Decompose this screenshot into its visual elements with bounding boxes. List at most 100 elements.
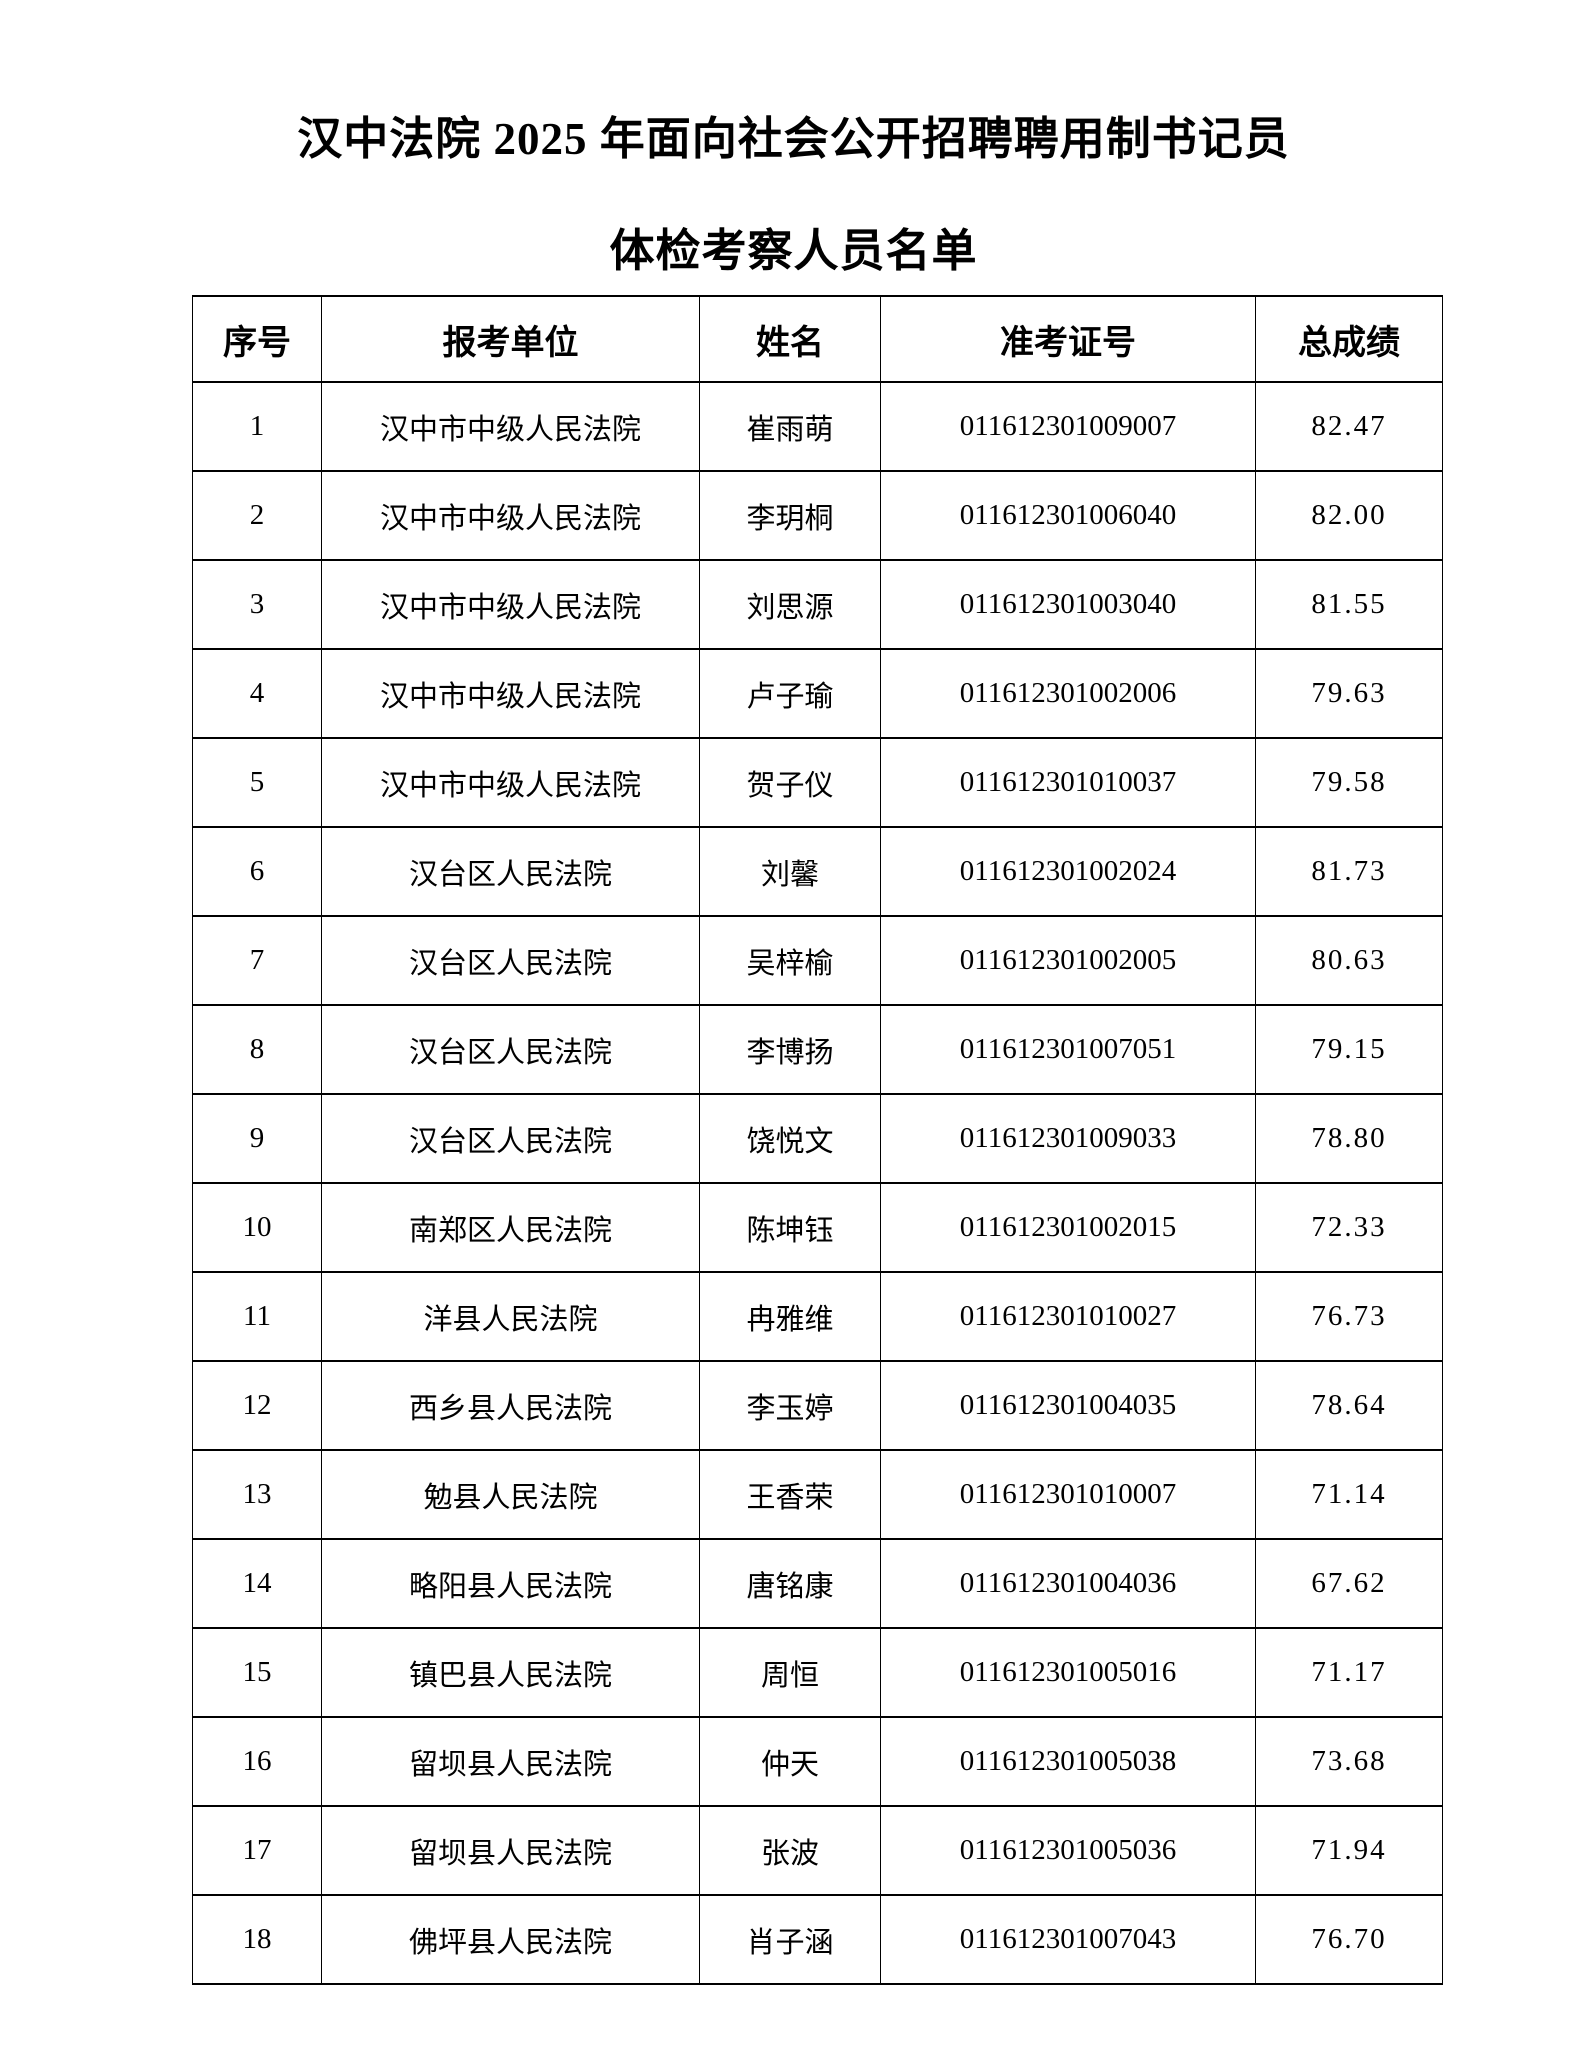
- cell-ticket: 011612301004036: [880, 1538, 1256, 1629]
- cell-score: 80.63: [1255, 915, 1443, 1006]
- cell-score: 72.33: [1255, 1182, 1443, 1273]
- cell-seq: 15: [192, 1627, 322, 1718]
- cell-name: 陈坤钰: [699, 1182, 881, 1273]
- cell-score: 73.68: [1255, 1716, 1443, 1807]
- cell-unit: 汉中市中级人民法院: [321, 737, 700, 828]
- cell-ticket: 011612301003040: [880, 559, 1256, 650]
- table-row: 14 略阳县人民法院 唐铭康 011612301004036 67.62: [192, 1538, 1443, 1629]
- cell-name: 周恒: [699, 1627, 881, 1718]
- cell-ticket: 011612301009007: [880, 381, 1256, 472]
- cell-ticket: 011612301002024: [880, 826, 1256, 917]
- cell-score: 67.62: [1255, 1538, 1443, 1629]
- cell-unit: 佛坪县人民法院: [321, 1894, 700, 1985]
- cell-seq: 8: [192, 1004, 322, 1095]
- cell-seq: 12: [192, 1360, 322, 1451]
- cell-name: 张波: [699, 1805, 881, 1896]
- cell-seq: 14: [192, 1538, 322, 1629]
- cell-seq: 13: [192, 1449, 322, 1540]
- cell-ticket: 011612301007051: [880, 1004, 1256, 1095]
- cell-ticket: 011612301005038: [880, 1716, 1256, 1807]
- cell-unit: 略阳县人民法院: [321, 1538, 700, 1629]
- cell-score: 78.64: [1255, 1360, 1443, 1451]
- cell-score: 81.73: [1255, 826, 1443, 917]
- table-row: 8 汉台区人民法院 李博扬 011612301007051 79.15: [192, 1004, 1443, 1095]
- cell-unit: 汉中市中级人民法院: [321, 559, 700, 650]
- cell-score: 71.94: [1255, 1805, 1443, 1896]
- table-row: 13 勉县人民法院 王香荣 011612301010007 71.14: [192, 1449, 1443, 1540]
- document-title-line2: 体检考察人员名单: [609, 226, 978, 276]
- header-name: 姓名: [699, 295, 881, 383]
- cell-unit: 汉台区人民法院: [321, 1004, 700, 1095]
- header-score: 总成绩: [1255, 295, 1443, 383]
- table-row: 1 汉中市中级人民法院 崔雨萌 011612301009007 82.47: [192, 381, 1443, 472]
- cell-score: 81.55: [1255, 559, 1443, 650]
- cell-seq: 5: [192, 737, 322, 828]
- cell-seq: 10: [192, 1182, 322, 1273]
- cell-seq: 3: [192, 559, 322, 650]
- cell-seq: 18: [192, 1894, 322, 1985]
- cell-seq: 16: [192, 1716, 322, 1807]
- cell-seq: 4: [192, 648, 322, 739]
- cell-name: 刘思源: [699, 559, 881, 650]
- cell-ticket: 011612301005036: [880, 1805, 1256, 1896]
- cell-seq: 2: [192, 470, 322, 561]
- cell-ticket: 011612301005016: [880, 1627, 1256, 1718]
- cell-name: 饶悦文: [699, 1093, 881, 1184]
- cell-score: 71.17: [1255, 1627, 1443, 1718]
- cell-seq: 9: [192, 1093, 322, 1184]
- table-row: 18 佛坪县人民法院 肖子涵 011612301007043 76.70: [192, 1894, 1443, 1985]
- cell-ticket: 011612301002015: [880, 1182, 1256, 1273]
- cell-name: 贺子仪: [699, 737, 881, 828]
- cell-unit: 勉县人民法院: [321, 1449, 700, 1540]
- cell-name: 王香荣: [699, 1449, 881, 1540]
- cell-seq: 6: [192, 826, 322, 917]
- cell-score: 79.63: [1255, 648, 1443, 739]
- cell-score: 79.15: [1255, 1004, 1443, 1095]
- cell-unit: 汉中市中级人民法院: [321, 648, 700, 739]
- candidate-table: 序号 报考单位 姓名 准考证号 总成绩 1 汉中市中级人民法院 崔雨萌 0116123…: [192, 295, 1443, 1985]
- table-row: 9 汉台区人民法院 饶悦文 011612301009033 78.80: [192, 1093, 1443, 1184]
- cell-unit: 留坝县人民法院: [321, 1716, 700, 1807]
- table-row: 10 南郑区人民法院 陈坤钰 011612301002015 72.33: [192, 1182, 1443, 1273]
- cell-name: 肖子涵: [699, 1894, 881, 1985]
- table-row: 15 镇巴县人民法院 周恒 011612301005016 71.17: [192, 1627, 1443, 1718]
- cell-score: 71.14: [1255, 1449, 1443, 1540]
- cell-name: 卢子瑜: [699, 648, 881, 739]
- cell-score: 82.47: [1255, 381, 1443, 472]
- cell-name: 仲天: [699, 1716, 881, 1807]
- cell-ticket: 011612301007043: [880, 1894, 1256, 1985]
- cell-ticket: 011612301010027: [880, 1271, 1256, 1362]
- cell-name: 刘馨: [699, 826, 881, 917]
- cell-ticket: 011612301010037: [880, 737, 1256, 828]
- table-row: 6 汉台区人民法院 刘馨 011612301002024 81.73: [192, 826, 1443, 917]
- cell-ticket: 011612301002006: [880, 648, 1256, 739]
- table-row: 7 汉台区人民法院 吴梓榆 011612301002005 80.63: [192, 915, 1443, 1006]
- cell-score: 76.73: [1255, 1271, 1443, 1362]
- cell-unit: 镇巴县人民法院: [321, 1627, 700, 1718]
- cell-unit: 南郑区人民法院: [321, 1182, 700, 1273]
- cell-seq: 1: [192, 381, 322, 472]
- cell-unit: 汉台区人民法院: [321, 915, 700, 1006]
- table-row: 12 西乡县人民法院 李玉婷 011612301004035 78.64: [192, 1360, 1443, 1451]
- table-row: 3 汉中市中级人民法院 刘思源 011612301003040 81.55: [192, 559, 1443, 650]
- table-row: 11 洋县人民法院 冉雅维 011612301010027 76.73: [192, 1271, 1443, 1362]
- cell-unit: 洋县人民法院: [321, 1271, 700, 1362]
- header-ticket: 准考证号: [880, 295, 1256, 383]
- document-title-line1: 汉中法院 2025 年面向社会公开招聘聘用制书记员: [297, 114, 1290, 164]
- cell-unit: 汉中市中级人民法院: [321, 470, 700, 561]
- cell-name: 唐铭康: [699, 1538, 881, 1629]
- cell-unit: 留坝县人民法院: [321, 1805, 700, 1896]
- table-row: 5 汉中市中级人民法院 贺子仪 011612301010037 79.58: [192, 737, 1443, 828]
- cell-name: 吴梓榆: [699, 915, 881, 1006]
- cell-unit: 汉中市中级人民法院: [321, 381, 700, 472]
- header-unit: 报考单位: [321, 295, 700, 383]
- cell-ticket: 011612301002005: [880, 915, 1256, 1006]
- cell-unit: 汉台区人民法院: [321, 1093, 700, 1184]
- cell-score: 82.00: [1255, 470, 1443, 561]
- table-row: 2 汉中市中级人民法院 李玥桐 011612301006040 82.00: [192, 470, 1443, 561]
- cell-name: 李玥桐: [699, 470, 881, 561]
- cell-score: 78.80: [1255, 1093, 1443, 1184]
- cell-ticket: 011612301009033: [880, 1093, 1256, 1184]
- cell-seq: 11: [192, 1271, 322, 1362]
- cell-name: 李玉婷: [699, 1360, 881, 1451]
